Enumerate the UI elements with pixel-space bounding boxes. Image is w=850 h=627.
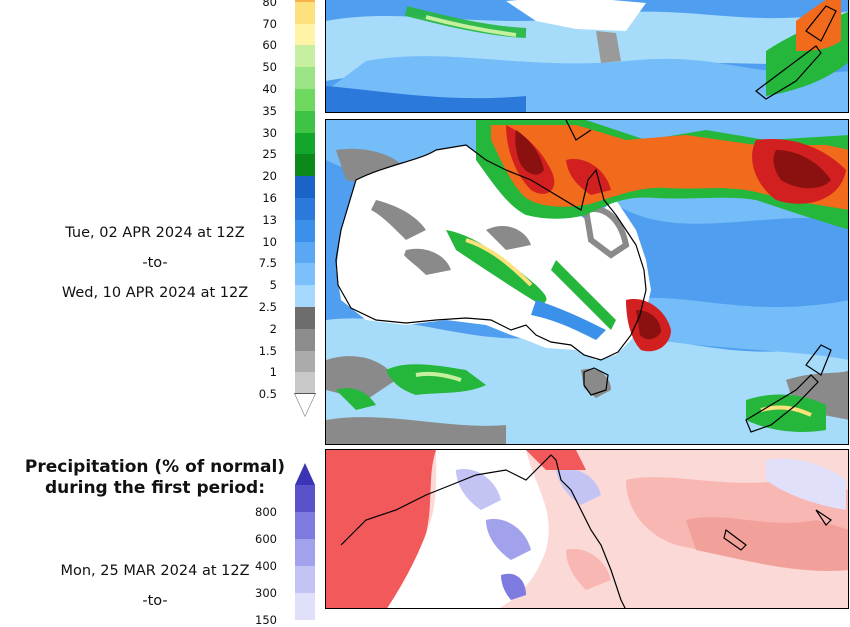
legend-swatch — [295, 566, 315, 593]
legend-tick-label: 400 — [255, 559, 277, 573]
legend-swatch — [295, 372, 315, 395]
forecast-period: Tue, 02 APR 2024 at 12Z -to- Wed, 10 APR… — [20, 225, 290, 315]
map-anomaly — [325, 449, 849, 609]
anomaly-period-separator: -to- — [142, 593, 168, 609]
legend-tick-label: 25 — [262, 147, 277, 162]
legend-swatch — [295, 89, 315, 111]
anomaly-title-line1: Precipitation (% of normal) — [24, 457, 286, 477]
period-separator: -to- — [142, 255, 168, 271]
legend-tick-label: 10 — [262, 234, 277, 249]
legend-tick-label: 300 — [255, 586, 277, 600]
legend-swatch — [295, 154, 315, 177]
legend-tick-label: 0.5 — [258, 387, 277, 402]
legend-tick-label: 16 — [262, 191, 277, 205]
anomaly-period: Mon, 25 MAR 2024 at 12Z -to- — [20, 563, 290, 623]
legend-arrow-up — [295, 463, 315, 485]
legend-tick-label: 50 — [262, 60, 277, 75]
legend-swatch — [295, 1, 315, 24]
legend-tick-label: 600 — [255, 532, 277, 546]
legend-swatch — [295, 485, 315, 512]
legend-swatch — [295, 198, 315, 220]
legend-swatch — [295, 176, 315, 198]
legend-swatch — [295, 263, 315, 286]
legend-tick-label: 20 — [262, 169, 277, 184]
legend-tick-label: 70 — [262, 16, 277, 31]
legend-tick-label: 30 — [262, 125, 277, 140]
map-precip-total — [325, 119, 849, 445]
legend-tick-label: 2 — [269, 321, 277, 336]
anomaly-color-scale: 800 600 400 300 150 — [255, 463, 315, 626]
legend-tick-label: 60 — [262, 38, 277, 53]
legend-swatch — [295, 45, 315, 68]
anomaly-title: Precipitation (% of normal) during the f… — [10, 457, 300, 499]
legend-tick-label: 7.5 — [258, 256, 277, 271]
legend-swatch — [295, 307, 315, 329]
legend-swatch — [295, 67, 315, 89]
legend-swatch — [295, 512, 315, 539]
legend-tick-label: 80 — [262, 0, 277, 9]
legend-tick-label: 40 — [262, 82, 277, 96]
legend-tick-label: 35 — [262, 103, 277, 118]
period-end: Wed, 10 APR 2024 at 12Z — [61, 285, 249, 301]
legend-swatch — [295, 219, 315, 242]
legend-swatch — [295, 350, 315, 373]
map-top-partial — [325, 0, 849, 113]
legend-swatch — [295, 539, 315, 566]
legend-tick-label: 800 — [255, 505, 277, 519]
legend-tick-label: 13 — [262, 212, 277, 227]
period-start: Tue, 02 APR 2024 at 12Z — [65, 225, 245, 241]
legend-swatch — [295, 23, 315, 46]
legend-tick-label: 5 — [269, 278, 277, 293]
legend-tick-label: 1.5 — [258, 343, 277, 358]
precip-color-scale: 80 70 60 50 40 35 30 25 20 16 13 10 7.5 5 2.5 2 1.5 1 0.5 — [259, 0, 316, 417]
legend-swatch — [295, 241, 315, 264]
legend-swatch — [295, 132, 315, 155]
anomaly-title-line2: during the first period: — [44, 478, 266, 498]
legend-tick-label: 2.5 — [258, 300, 277, 314]
legend-swatch — [295, 110, 315, 133]
anomaly-period-start: Mon, 25 MAR 2024 at 12Z — [60, 563, 250, 579]
legend-swatch — [295, 0, 315, 2]
legend-swatch — [295, 593, 315, 620]
legend-swatch — [295, 328, 315, 351]
legend-swatch — [295, 285, 315, 307]
legend-arrow-down — [295, 394, 315, 416]
legend-tick-label: 1 — [269, 365, 277, 380]
